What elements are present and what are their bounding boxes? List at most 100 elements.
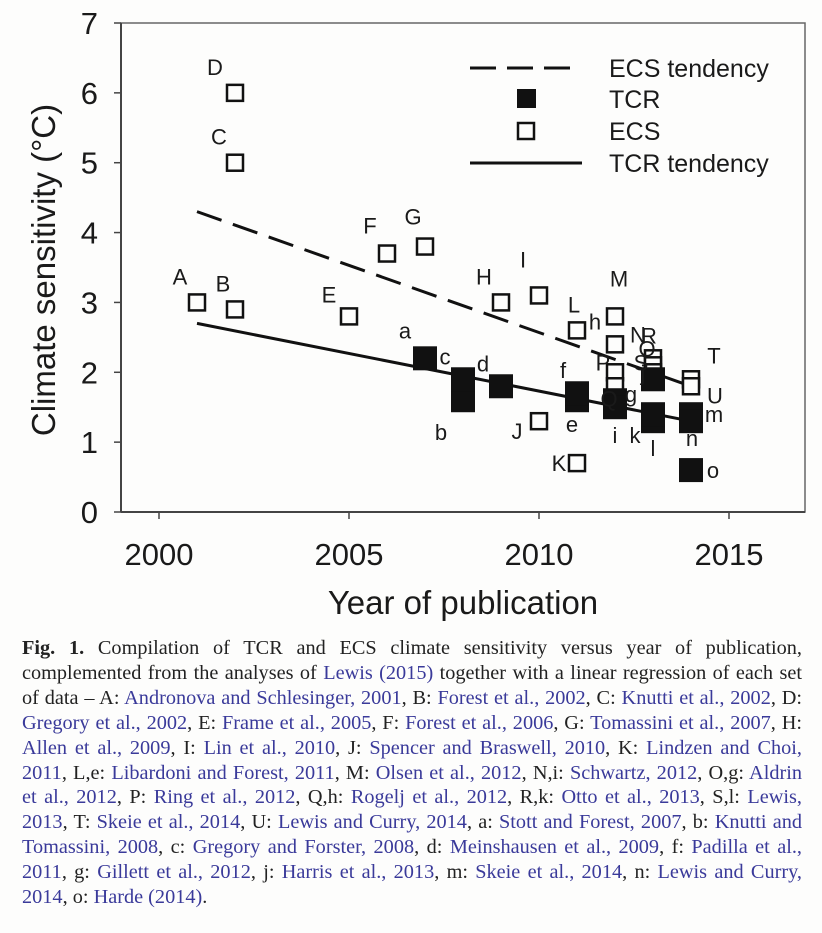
point-label: U bbox=[707, 383, 723, 408]
ecs-marker bbox=[605, 335, 625, 354]
caption-text: , P: bbox=[116, 786, 154, 809]
point-label: G bbox=[404, 205, 421, 230]
x-tick-label: 2005 bbox=[315, 537, 384, 572]
x-tick-label: 2000 bbox=[125, 537, 194, 572]
x-tick-label: 2015 bbox=[695, 537, 764, 572]
point-label: l bbox=[651, 436, 656, 461]
citation-link[interactable]: Harde (2014) bbox=[93, 886, 203, 909]
tcr-marker bbox=[489, 374, 513, 399]
caption-text: , G: bbox=[553, 711, 591, 734]
point-label: h bbox=[589, 309, 601, 334]
citation-link[interactable]: Lewis (2015) bbox=[323, 661, 434, 684]
caption-text: , F: bbox=[371, 711, 406, 734]
citation-link[interactable]: Harris et al., 2013 bbox=[281, 861, 435, 884]
citation-link[interactable]: Lewis and Curry, 2014 bbox=[22, 861, 802, 909]
caption-text: , D: bbox=[770, 686, 803, 709]
ecs-marker bbox=[529, 286, 549, 305]
point-label: M bbox=[610, 266, 628, 291]
point-label: g bbox=[625, 382, 637, 407]
citation-link[interactable]: Knutti et al., 2002 bbox=[621, 686, 771, 709]
caption-text: , N,i: bbox=[521, 761, 570, 784]
citation-link[interactable]: Gregory et al., 2002 bbox=[22, 711, 188, 734]
point-label: o bbox=[707, 458, 719, 483]
x-tick-label: 2010 bbox=[505, 537, 574, 572]
caption-text: , L,e: bbox=[61, 761, 112, 784]
tcr-marker bbox=[565, 381, 589, 406]
ecs-marker bbox=[377, 244, 397, 263]
citation-link[interactable]: Forest et al., 2006 bbox=[405, 711, 554, 734]
citation-link[interactable]: Lewis, 2013 bbox=[22, 786, 802, 834]
point-label: C bbox=[211, 125, 227, 150]
tcr-marker bbox=[641, 402, 665, 427]
point-label: N bbox=[630, 322, 646, 347]
citation-link[interactable]: Andronova and Schlesinger, 2001 bbox=[124, 686, 402, 709]
caption-text: , Q,h: bbox=[295, 786, 351, 809]
y-axis-label: Climate sensitivity (°C) bbox=[25, 104, 62, 436]
caption-text: , j: bbox=[250, 861, 282, 884]
point-label: A bbox=[173, 264, 188, 289]
citation-link[interactable]: Libardoni and Forest, 2011 bbox=[111, 761, 335, 784]
ecs-marker bbox=[567, 321, 587, 340]
tcr-marker bbox=[603, 395, 627, 420]
y-tick-label: 5 bbox=[81, 146, 98, 181]
citation-link[interactable]: Forest et al., 2002 bbox=[437, 686, 586, 709]
citation-link[interactable]: Ring et al., 2012 bbox=[153, 786, 296, 809]
caption-text: , B: bbox=[401, 686, 438, 709]
tcr-marker bbox=[679, 458, 703, 483]
citation-link[interactable]: Spencer and Braswell, 2010 bbox=[369, 736, 606, 759]
point-label: E bbox=[322, 282, 337, 307]
citation-link[interactable]: Tomassini et al., 2007 bbox=[590, 711, 771, 734]
citation-link[interactable]: Gillett et al., 2012 bbox=[97, 861, 251, 884]
caption-text: , a: bbox=[466, 811, 500, 834]
citation-link[interactable]: Knutti and Tomassini, 2008 bbox=[22, 811, 802, 859]
figure-caption: Fig. 1. Compilation of TCR and ECS clima… bbox=[22, 636, 802, 910]
citation-link[interactable]: Skeie et al., 2014 bbox=[475, 861, 623, 884]
citation-link[interactable]: Stott and Forest, 2007 bbox=[499, 811, 682, 834]
point-label: B bbox=[216, 271, 231, 296]
tcr-marker bbox=[451, 388, 475, 413]
point-label: I bbox=[520, 247, 526, 272]
citation-link[interactable]: Lin et al., 2010 bbox=[203, 736, 336, 759]
tcr-marker bbox=[413, 346, 437, 371]
citation-link[interactable]: Frame et al., 2005 bbox=[221, 711, 372, 734]
citation-link[interactable]: Lindzen and Choi, 2011 bbox=[22, 736, 802, 784]
citation-link[interactable]: Allen et al., 2009 bbox=[22, 736, 171, 759]
ecs-marker bbox=[339, 307, 359, 326]
point-label: J bbox=[512, 419, 523, 444]
caption-text: , g: bbox=[61, 861, 98, 884]
point-label: a bbox=[399, 318, 412, 343]
citation-link[interactable]: Schwartz, 2012 bbox=[569, 761, 698, 784]
caption-text: , J: bbox=[335, 736, 370, 759]
citation-link[interactable]: Aldrin et al., 2012 bbox=[22, 761, 802, 809]
caption-text: , b: bbox=[681, 811, 715, 834]
point-label: L bbox=[568, 292, 580, 317]
citation-link[interactable]: Skeie et al., 2014 bbox=[96, 811, 241, 834]
y-tick-label: 2 bbox=[81, 355, 98, 390]
citation-link[interactable]: Rogelj et al., 2012 bbox=[350, 786, 508, 809]
point-label: T bbox=[707, 343, 720, 368]
x-axis-label: Year of publication bbox=[328, 584, 598, 621]
ecs-marker bbox=[225, 83, 245, 103]
legend-label: TCR bbox=[609, 86, 660, 114]
citation-link[interactable]: Padilla et al., 2011 bbox=[22, 836, 802, 884]
point-label: F bbox=[363, 214, 376, 239]
figure-label: Fig. 1. bbox=[22, 637, 85, 659]
citation-link[interactable]: Gregory and Forster, 2008 bbox=[192, 836, 415, 859]
y-tick-label: 4 bbox=[81, 216, 98, 251]
caption-text: . bbox=[202, 886, 208, 909]
citation-link[interactable]: Lewis and Curry, 2014 bbox=[277, 811, 467, 834]
point-label: j bbox=[640, 360, 646, 385]
citation-link[interactable]: Otto et al., 2013 bbox=[561, 786, 700, 809]
point-label: c bbox=[440, 344, 451, 369]
axes: 0 1 2 3 4 5 6 7 2000 2005 2010 2015 bbox=[81, 6, 806, 572]
plot-frame bbox=[120, 22, 806, 513]
point-label: Q bbox=[600, 386, 617, 411]
point-label: n bbox=[686, 426, 698, 451]
caption-body: Compilation of TCR and ECS climate sensi… bbox=[22, 637, 802, 908]
citation-link[interactable]: Meinshausen et al., 2009 bbox=[449, 836, 660, 859]
caption-text: , K: bbox=[605, 736, 647, 759]
caption-text: , c: bbox=[158, 836, 193, 859]
y-tick-label: 7 bbox=[81, 6, 98, 41]
citation-link[interactable]: Olsen et al., 2012 bbox=[375, 761, 522, 784]
point-label: S bbox=[634, 350, 649, 375]
